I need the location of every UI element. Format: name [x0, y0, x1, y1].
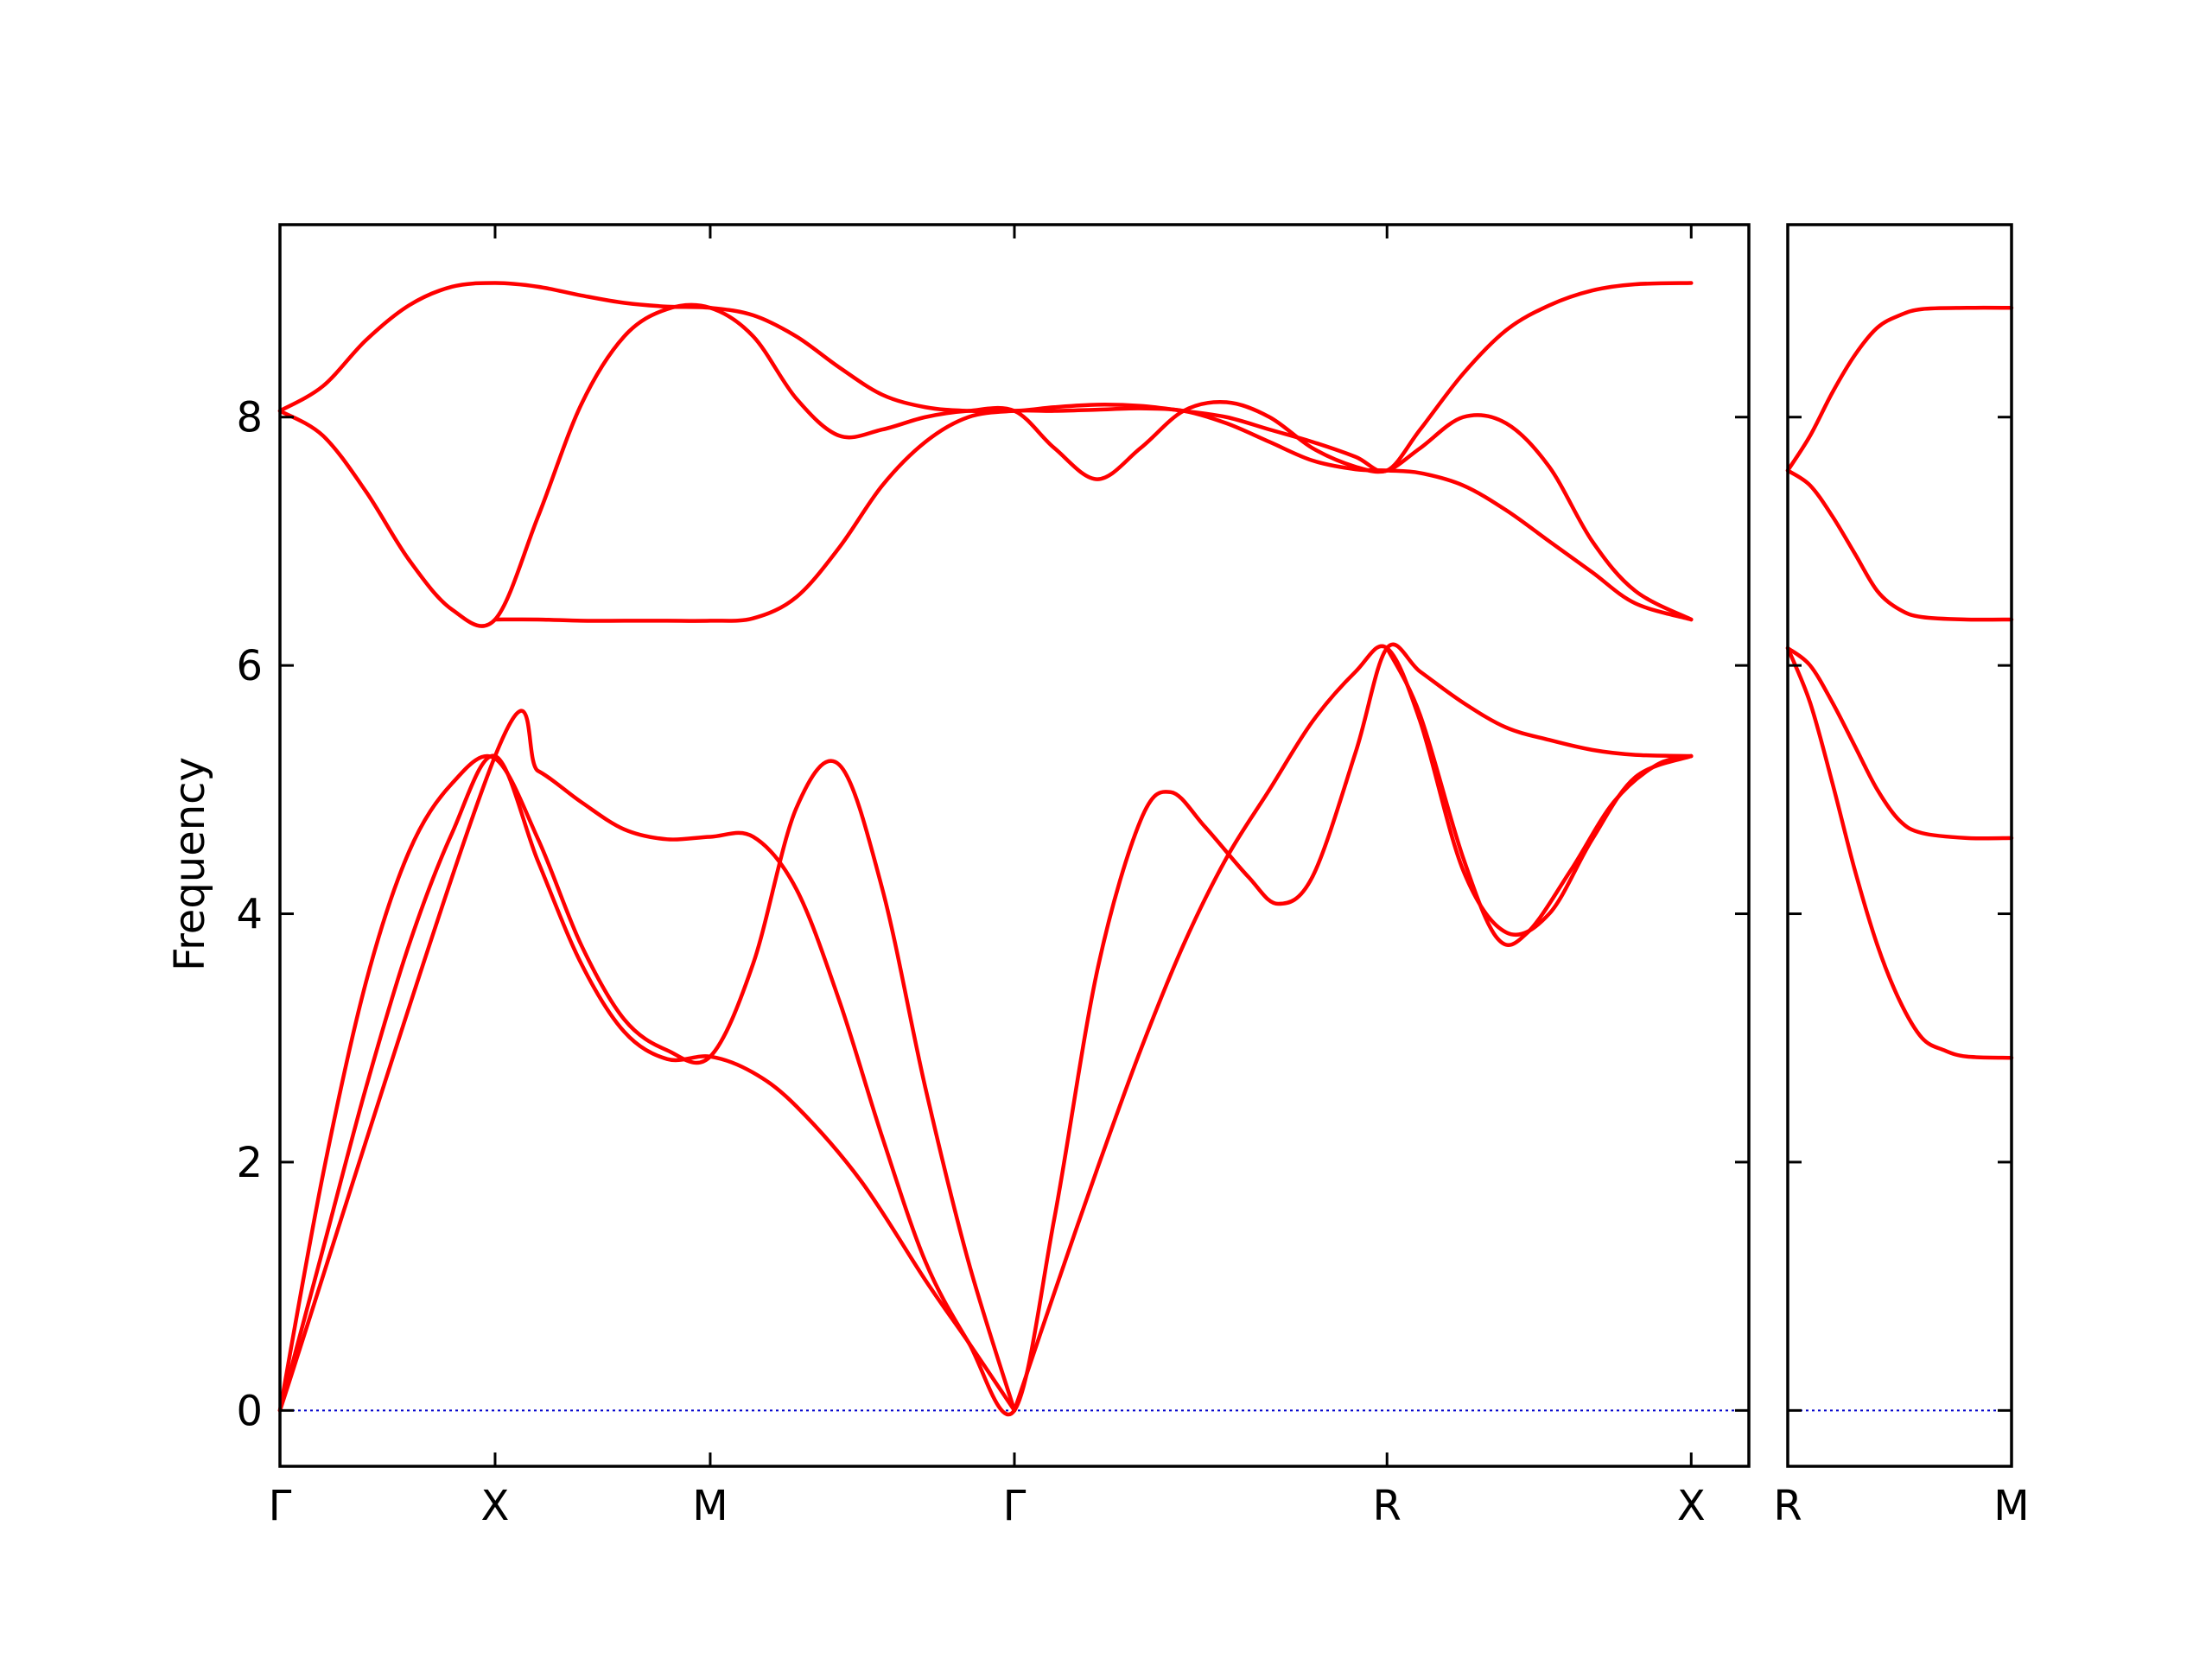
y-tick-label: 6 [236, 642, 263, 690]
band-line-2 [1785, 645, 2014, 841]
plot-frame [1786, 223, 2013, 1468]
y-axis-label: Frequency [166, 757, 214, 971]
band-line-5 [1384, 645, 1694, 948]
band-line-1 [1785, 645, 2014, 1060]
band-line-3 [1785, 468, 2014, 622]
x-tick-label: M [1993, 1482, 2029, 1530]
x-tick-label: R [1773, 1482, 1802, 1530]
band-line-6 [277, 281, 1694, 474]
band-line-2 [277, 753, 1017, 1413]
y-tick-label: 0 [236, 1387, 263, 1435]
band-line-8 [493, 406, 1694, 623]
band-line-1 [277, 753, 1017, 1413]
band-line-3 [277, 642, 1694, 1417]
x-tick-label: Γ [269, 1482, 292, 1530]
x-tick-label: Γ [1003, 1482, 1027, 1530]
y-tick-label: 8 [236, 394, 263, 442]
band-line-4 [1012, 644, 1694, 1413]
x-tick-label: X [481, 1482, 510, 1530]
panel-1: 0 2 4 6 8 Γ X M Γ R X [236, 223, 1751, 1530]
x-tick-label: X [1677, 1482, 1706, 1530]
x-tick-label: M [692, 1482, 728, 1530]
band-line-4 [1785, 305, 2014, 473]
band-line-7 [277, 302, 1694, 628]
x-tick-label: R [1373, 1482, 1402, 1530]
y-tick-label: 2 [236, 1139, 263, 1187]
y-tick-label: 4 [236, 891, 263, 939]
